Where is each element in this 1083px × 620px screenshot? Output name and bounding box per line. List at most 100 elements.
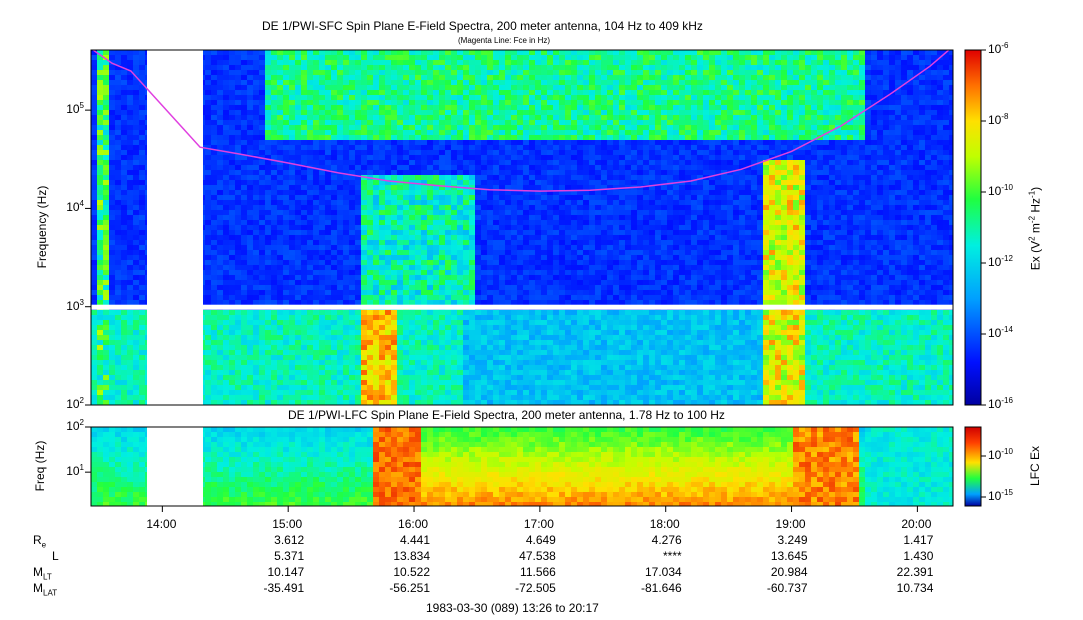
spectrogram-cell	[139, 300, 145, 305]
spectrogram-cell	[481, 135, 487, 140]
spectrogram-cell	[379, 290, 385, 295]
spectrogram-cell	[115, 180, 121, 185]
spectrogram-cell	[241, 80, 247, 85]
spectrogram-cell	[469, 75, 475, 80]
spectrogram-cell	[271, 280, 277, 285]
spectrogram-cell	[241, 400, 247, 405]
spectrogram-cell	[403, 55, 409, 60]
spectrogram-cell	[463, 130, 469, 135]
spectrogram-cell	[445, 90, 451, 95]
spectrogram-cell	[493, 290, 499, 295]
spectrogram-cell	[289, 365, 295, 370]
spectrogram-cell	[505, 220, 511, 225]
spectrogram-cell	[379, 260, 385, 265]
spectrogram-cell	[337, 285, 343, 290]
spectrogram-cell	[415, 205, 421, 210]
spectrogram-cell	[487, 195, 493, 200]
spectrogram-cell	[331, 110, 337, 115]
spectrogram-cell	[349, 185, 355, 190]
spectrogram-cell	[289, 215, 295, 220]
spectrogram-cell	[481, 240, 487, 245]
spectrogram-cell	[97, 385, 103, 390]
spectrogram-cell	[457, 135, 463, 140]
spectrogram-cell	[283, 335, 289, 340]
spectrogram-cell	[265, 80, 271, 85]
spectrogram-cell	[205, 150, 211, 155]
spectrogram-cell	[265, 390, 271, 395]
spectrogram-cell	[409, 155, 415, 160]
spectrogram-cell	[469, 225, 475, 230]
spectrogram-cell	[463, 55, 469, 60]
spectrogram-cell	[481, 60, 487, 65]
spectrogram-cell	[481, 270, 487, 275]
spectrogram-cell	[361, 260, 367, 265]
spectrogram-cell	[295, 170, 301, 175]
spectrogram-cell	[139, 220, 145, 225]
spectrogram-cell	[367, 120, 373, 125]
spectrogram-cell	[205, 390, 211, 395]
spectrogram-cell	[469, 285, 475, 290]
spectrogram-cell	[289, 225, 295, 230]
spectrogram-cell	[211, 225, 217, 230]
spectrogram-cell	[493, 245, 499, 250]
spectrogram-cell	[421, 255, 427, 260]
spectrogram-cell	[433, 60, 439, 65]
spectrogram-cell	[397, 205, 403, 210]
spectrogram-cell	[427, 320, 433, 325]
spectrogram-cell	[139, 170, 145, 175]
spectrogram-cell	[445, 55, 451, 60]
spectrogram-cell	[283, 200, 289, 205]
spectrogram-cell	[115, 340, 121, 345]
spectrogram-cell	[463, 60, 469, 65]
spectrogram-cell	[469, 90, 475, 95]
spectrogram-cell	[253, 270, 259, 275]
spectrogram-cell	[415, 170, 421, 175]
spectrogram-cell	[493, 215, 499, 220]
spectrogram-cell	[247, 365, 253, 370]
spectrogram-cell	[445, 60, 451, 65]
spectrogram-cell	[271, 95, 277, 100]
spectrogram-cell	[445, 375, 451, 380]
spectrogram-cell	[217, 140, 223, 145]
spectrogram-cell	[499, 375, 505, 380]
spectrogram-cell	[421, 270, 427, 275]
spectrogram-cell	[259, 50, 265, 55]
spectrogram-cell	[121, 230, 127, 235]
spectrogram-cell	[229, 235, 235, 240]
spectrogram-cell	[319, 180, 325, 185]
spectrogram-cell	[403, 330, 409, 335]
spectrogram-cell	[487, 230, 493, 235]
spectrogram-cell	[253, 190, 259, 195]
spectrogram-cell	[439, 140, 445, 145]
spectrogram-cell	[451, 370, 457, 375]
spectrogram-cell	[241, 185, 247, 190]
spectrogram-cell	[385, 270, 391, 275]
spectrogram-cell	[259, 180, 265, 185]
spectrogram-cell	[253, 165, 259, 170]
spectrogram-cell	[91, 115, 97, 120]
spectrogram-cell	[283, 245, 289, 250]
spectrogram-cell	[277, 355, 283, 360]
spectrogram-cell	[481, 395, 487, 400]
spectrogram-cell	[457, 180, 463, 185]
spectrogram-cell	[319, 230, 325, 235]
spectrogram-cell	[421, 380, 427, 385]
spectrogram-cell	[511, 70, 517, 75]
spectrogram-cell	[211, 85, 217, 90]
spectrogram-cell	[331, 190, 337, 195]
spectrogram-cell	[271, 330, 277, 335]
spectrogram-cell	[217, 135, 223, 140]
spectrogram-cell	[91, 295, 97, 300]
spectrogram-cell	[457, 250, 463, 255]
spectrogram-cell	[385, 100, 391, 105]
spectrogram-cell	[361, 340, 367, 345]
spectrogram-cell	[259, 360, 265, 365]
spectrogram-cell	[475, 215, 481, 220]
spectrogram-cell	[373, 255, 379, 260]
spectrogram-cell	[223, 315, 229, 320]
spectrogram-cell	[139, 230, 145, 235]
spectrogram-cell	[295, 350, 301, 355]
spectrogram-cell	[451, 270, 457, 275]
spectrogram-cell	[295, 360, 301, 365]
spectrogram-cell	[373, 275, 379, 280]
